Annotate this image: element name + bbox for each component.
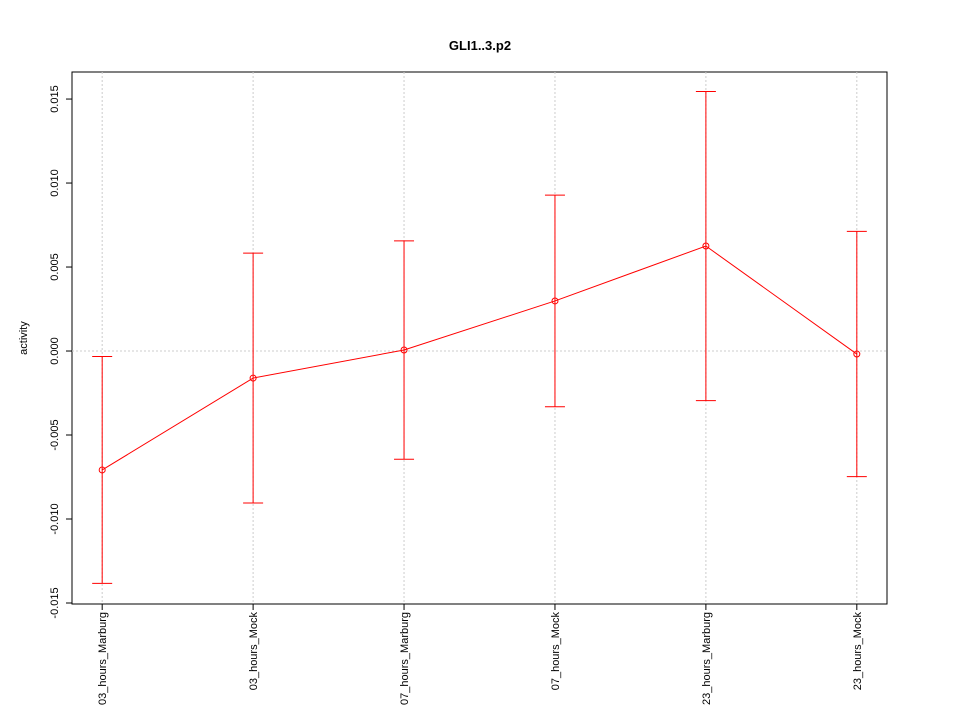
- error-bar: [846, 230, 867, 478]
- x-tick-label: 03_hours_Marburg: [97, 612, 109, 705]
- y-tick-label: 0.010: [49, 169, 61, 197]
- x-tick-label: 23_hours_Marburg: [701, 612, 713, 705]
- point: [551, 297, 559, 305]
- y-tick-label: 0.015: [49, 85, 61, 113]
- x-tick-label: 23_hours_Mock: [852, 612, 864, 691]
- point: [98, 466, 106, 474]
- x-tick-label: 07_hours_Mock: [550, 612, 562, 691]
- y-axis-label: activity: [18, 321, 30, 355]
- y-tick-label: -0.005: [49, 419, 61, 450]
- error-bar: [243, 252, 264, 504]
- x-tick-label: 03_hours_Mock: [248, 612, 260, 691]
- error-bar: [394, 240, 415, 460]
- y-tick-label: -0.015: [49, 587, 61, 618]
- chart-title: GLI1..3.p2: [449, 38, 511, 53]
- x-tick-label: 07_hours_Marburg: [399, 612, 411, 705]
- point: [400, 346, 408, 354]
- y-tick-label: 0.000: [49, 337, 61, 365]
- error-bar: [92, 356, 113, 584]
- point: [853, 350, 861, 358]
- line: [101, 245, 858, 471]
- y-tick-label: 0.005: [49, 253, 61, 281]
- error-bar: [544, 194, 565, 408]
- point: [249, 374, 257, 382]
- error-bar: [695, 90, 716, 402]
- point: [702, 242, 710, 250]
- y-tick-label: -0.010: [49, 503, 61, 534]
- plot-box: [71, 71, 888, 605]
